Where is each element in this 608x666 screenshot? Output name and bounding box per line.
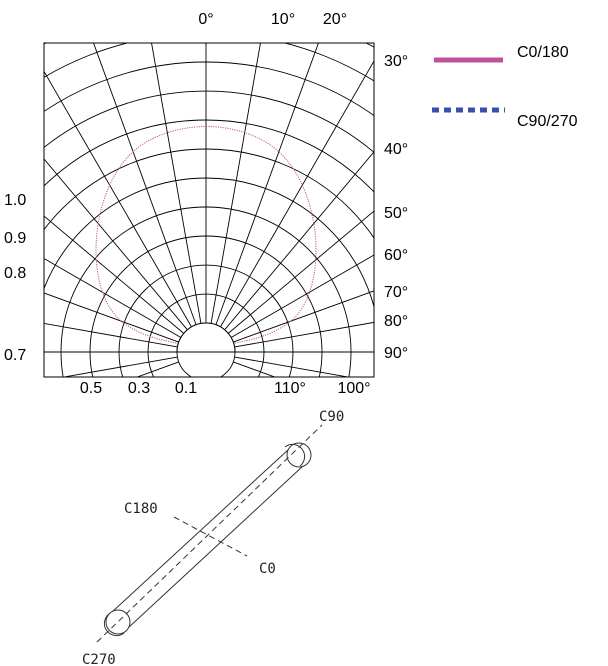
grid-radial-line bbox=[230, 254, 374, 338]
grid-radial-line bbox=[93, 43, 197, 325]
grid-radial-line bbox=[44, 158, 188, 331]
bottom-label-0-3: 0.3 bbox=[128, 380, 150, 397]
tube-diagram: C90 C180 C0 C270 bbox=[82, 409, 344, 666]
tube-label-c180: C180 bbox=[124, 501, 158, 517]
intensity-curves bbox=[95, 126, 317, 353]
tube-edge-upper bbox=[111, 448, 290, 613]
legend-label-c0-180: C0/180 bbox=[517, 44, 569, 61]
angle-label-20: 20° bbox=[323, 11, 347, 28]
bottom-label-110: 110° bbox=[274, 380, 306, 397]
grid-radial-line bbox=[227, 210, 374, 334]
grid-radial-line bbox=[233, 290, 374, 343]
grid-arc bbox=[44, 43, 374, 48]
tube-end-ring-bottom bbox=[103, 613, 125, 637]
angle-label-10: 10° bbox=[271, 11, 295, 28]
grid-arc-lower bbox=[32, 352, 380, 526]
grid-arc-lower bbox=[176, 351, 236, 377]
grid-radial-line bbox=[210, 43, 261, 324]
grid-radial-line bbox=[234, 356, 351, 377]
angle-label-70: 70° bbox=[384, 284, 408, 301]
bottom-label-100: 100° bbox=[337, 380, 370, 397]
radial-label-0-8: 0.8 bbox=[4, 265, 26, 282]
tube-axis-line bbox=[96, 424, 323, 643]
angle-label-30: 30° bbox=[384, 53, 408, 70]
grid-arc-lower bbox=[147, 351, 265, 377]
tube-end-cap-top bbox=[286, 442, 312, 468]
radial-label-1-0: 1.0 bbox=[4, 192, 26, 209]
grid-radial-line bbox=[215, 43, 319, 325]
plot-frame bbox=[43, 42, 375, 378]
grid-radial-line bbox=[44, 215, 185, 334]
grid-radial-line bbox=[220, 60, 374, 328]
radial-label-0-7: 0.7 bbox=[4, 347, 26, 364]
grid-arc-lower bbox=[60, 351, 352, 377]
legend: C0/180 C90/270 bbox=[432, 44, 578, 130]
radial-label-0-9: 0.9 bbox=[4, 230, 26, 247]
grid-radial-line bbox=[44, 257, 182, 338]
angle-label-80: 80° bbox=[384, 313, 408, 330]
angle-label-40: 40° bbox=[384, 141, 408, 158]
angle-label-90: 90° bbox=[384, 345, 408, 362]
grid-arc bbox=[0, 0, 583, 352]
tube-label-c90: C90 bbox=[319, 409, 344, 425]
polar-grid bbox=[0, 0, 583, 526]
angle-label-50: 50° bbox=[384, 205, 408, 222]
grid-radial-line bbox=[234, 321, 374, 348]
angle-label-60: 60° bbox=[384, 247, 408, 264]
center-disk bbox=[176, 322, 236, 353]
grid-radial-line bbox=[44, 292, 179, 343]
tube-label-c270: C270 bbox=[82, 652, 116, 666]
tube-end-ring-top bbox=[284, 443, 306, 467]
grid-radial-line bbox=[61, 356, 178, 377]
grid-radial-line bbox=[224, 151, 374, 331]
tube-cross-line bbox=[173, 516, 248, 557]
tube-label-c0: C0 bbox=[259, 561, 276, 577]
tube-edge-lower bbox=[127, 465, 304, 629]
grid-radial-line bbox=[44, 322, 178, 348]
legend-label-c90-270: C90/270 bbox=[517, 113, 578, 130]
grid-arc bbox=[44, 61, 374, 117]
angle-label-0: 0° bbox=[198, 11, 213, 28]
grid-radial-line bbox=[151, 43, 202, 324]
bottom-label-0-5: 0.5 bbox=[80, 380, 102, 397]
bottom-label-0-1: 0.1 bbox=[175, 380, 197, 397]
grid-radial-line bbox=[44, 70, 192, 328]
series-c0-180-curve bbox=[95, 126, 317, 353]
